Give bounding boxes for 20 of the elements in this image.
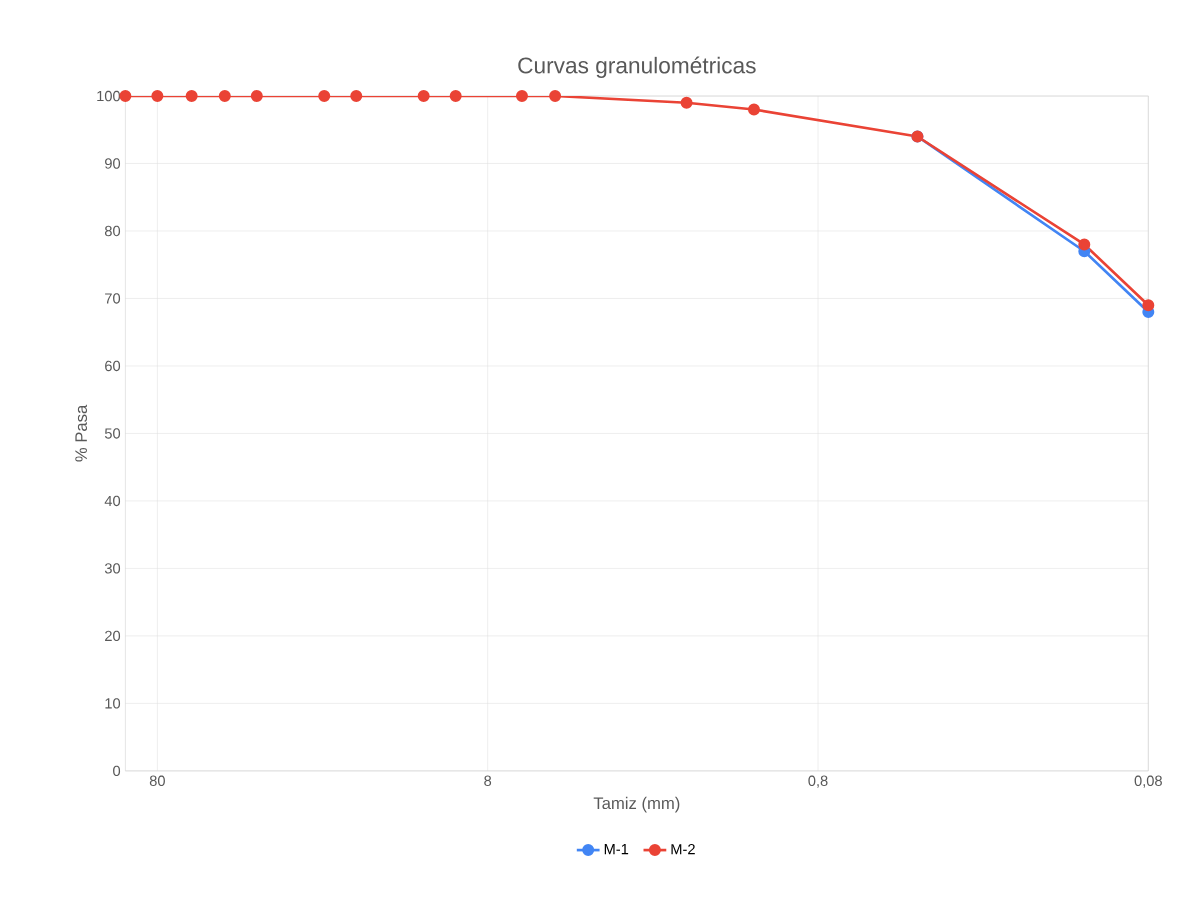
y-tick-label: 50 [104, 428, 121, 439]
y-tick-label: 80 [104, 226, 121, 237]
y-tick-label: 20 [105, 630, 121, 642]
y-tick-label: 100 [97, 91, 121, 102]
x-tick-label: 8 [484, 775, 492, 787]
chart-title: Curvas granulométricas [518, 56, 756, 79]
y-tick-label: 30 [104, 563, 121, 574]
y-tick-label: 90 [105, 158, 121, 169]
legend-label: M-2 [671, 844, 695, 855]
x-axis-title: Tamiz (mm) [593, 797, 680, 813]
x-tick-label: 0,8 [808, 775, 828, 788]
y-tick-label: 70 [105, 293, 121, 304]
y-tick-label: 10 [105, 698, 121, 709]
y-tick-label: 40 [104, 495, 121, 507]
x-tick-label: 80 [149, 775, 165, 787]
x-tick-label: 0,08 [1134, 775, 1162, 788]
legend-label: M-1 [604, 844, 629, 855]
y-tick-label: 0 [113, 765, 121, 777]
y-tick-label: 60 [105, 360, 121, 372]
y-axis-title: % Pasa [75, 404, 88, 462]
